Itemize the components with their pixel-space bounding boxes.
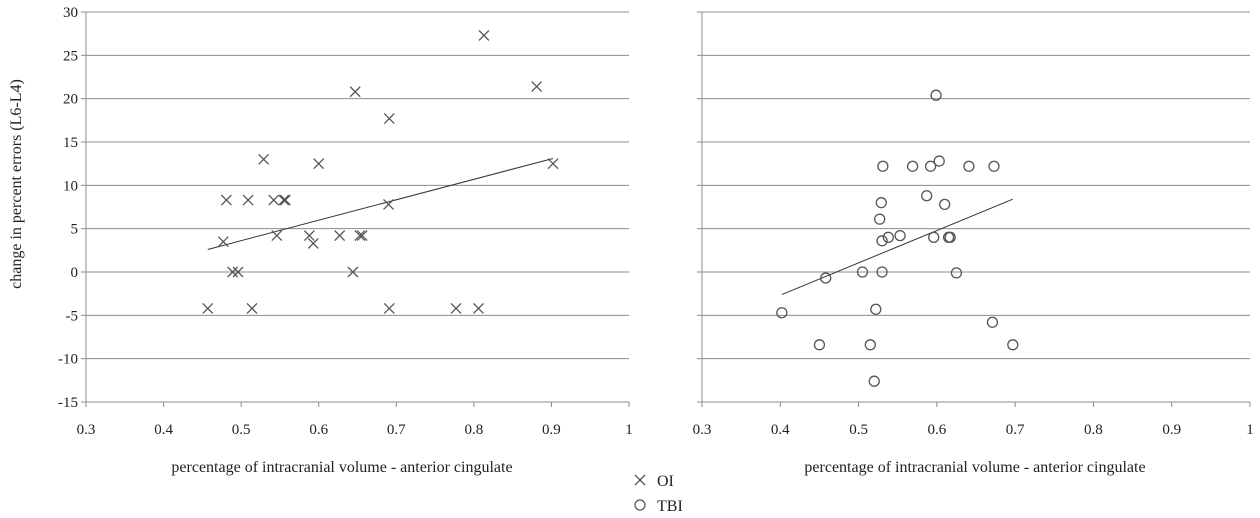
data-point-tbi [882,231,894,243]
data-point-tbi [924,160,937,172]
x-tick-label: 0.4 [154,422,173,438]
data-point-oi [227,266,239,278]
data-point-oi [278,194,290,206]
data-point-tbi [986,316,999,328]
data-point-oi [478,29,490,41]
y-tick-label: 5 [71,222,79,238]
y-tick-label: 10 [63,178,78,194]
y-tick-label: 0 [71,265,79,281]
left-scatter-panel: 30 25 20 15 10 5 0 -5 -10 -15 0.3 0.4 0.5 0.6 0.7 0.8 0.… [58,5,633,438]
data-point-tbi [870,303,882,315]
data-point-oi [303,230,315,242]
data-point-oi [307,237,319,249]
x-tick-label: 1 [1246,422,1254,438]
data-point-oi [356,230,368,242]
data-point-oi [313,158,325,170]
legend-marker-oi [634,474,646,486]
data-point-tbi [939,198,951,211]
data-point-tbi [864,339,876,351]
x-tick-label: 0.6 [927,422,946,438]
x-tick-label: 1 [625,422,633,438]
x-tick-label: 0.5 [849,422,868,438]
x-axis-label-right: percentage of intracranial volume - ante… [804,459,1145,476]
data-point-tbi [930,89,942,101]
data-point-tbi [933,155,945,167]
data-point-oi [383,113,395,125]
trendline-oi [207,157,554,250]
y-tick-label: 15 [63,135,78,151]
data-point-oi [217,236,229,248]
data-point-oi [349,86,361,98]
data-point-tbi [950,267,963,279]
right-scatter-panel: 0.3 0.4 0.5 0.6 0.7 0.8 0.9 1 [693,11,1254,438]
y-tick-label: 25 [63,48,78,64]
data-point-tbi [813,339,826,351]
y-axis-label: change in percent errors (L6-L4) [8,79,25,289]
data-point-tbi [877,160,889,172]
legend: OI TBI [634,473,683,515]
data-point-oi [246,302,258,314]
y-tick-label: 20 [63,92,78,108]
x-tick-label: 0.3 [693,422,712,438]
data-point-oi [268,194,280,206]
data-point-oi [258,153,270,165]
x-tick-label: 0.9 [1162,422,1181,438]
data-point-oi [271,230,283,242]
x-tick-label: 0.5 [232,422,251,438]
data-point-tbi [876,266,888,278]
legend-marker-tbi [634,499,646,511]
trendline-tbi [781,198,1013,295]
x-tick-label: 0.4 [771,422,790,438]
legend-label-oi: OI [657,473,674,490]
data-point-tbi [894,229,906,242]
data-point-oi [347,266,359,278]
data-point-tbi [776,307,788,319]
data-point-oi [279,194,291,206]
data-point-tbi [820,272,832,284]
data-point-tbi [944,231,956,243]
data-point-oi [547,158,559,170]
data-point-oi [242,194,254,206]
data-point-tbi [875,197,887,209]
y-tick-label: -10 [58,352,78,368]
data-point-tbi [988,160,1000,172]
data-point-oi [220,194,232,206]
x-tick-label: 0.8 [1084,422,1103,438]
data-point-tbi [963,160,975,172]
data-point-tbi [928,231,940,243]
x-tick-label: 0.7 [387,422,406,438]
data-point-oi [232,266,244,278]
data-point-tbi [1007,339,1019,351]
data-point-oi [354,230,366,242]
data-point-oi [334,230,346,242]
data-point-tbi [868,375,880,387]
data-point-oi [383,302,395,314]
x-tick-label: 0.8 [464,422,483,438]
data-point-oi [450,302,462,314]
data-point-oi [473,302,484,314]
data-point-tbi [874,213,886,225]
data-point-tbi [876,235,888,247]
x-tick-label: 0.7 [1006,422,1025,438]
x-tick-label: 0.9 [542,422,561,438]
data-point-oi [531,81,543,92]
x-tick-label: 0.3 [77,422,96,438]
y-tick-label: -5 [66,308,79,324]
x-tick-label: 0.6 [309,422,328,438]
data-point-tbi [921,190,933,202]
data-point-oi [383,198,394,210]
y-tick-label: -15 [58,395,78,411]
data-point-oi [202,302,214,314]
x-axis-label-left: percentage of intracranial volume - ante… [171,459,512,476]
data-point-tbi [906,160,919,172]
legend-label-tbi: TBI [657,498,683,515]
y-tick-label: 30 [63,5,78,21]
data-point-tbi [856,266,869,278]
